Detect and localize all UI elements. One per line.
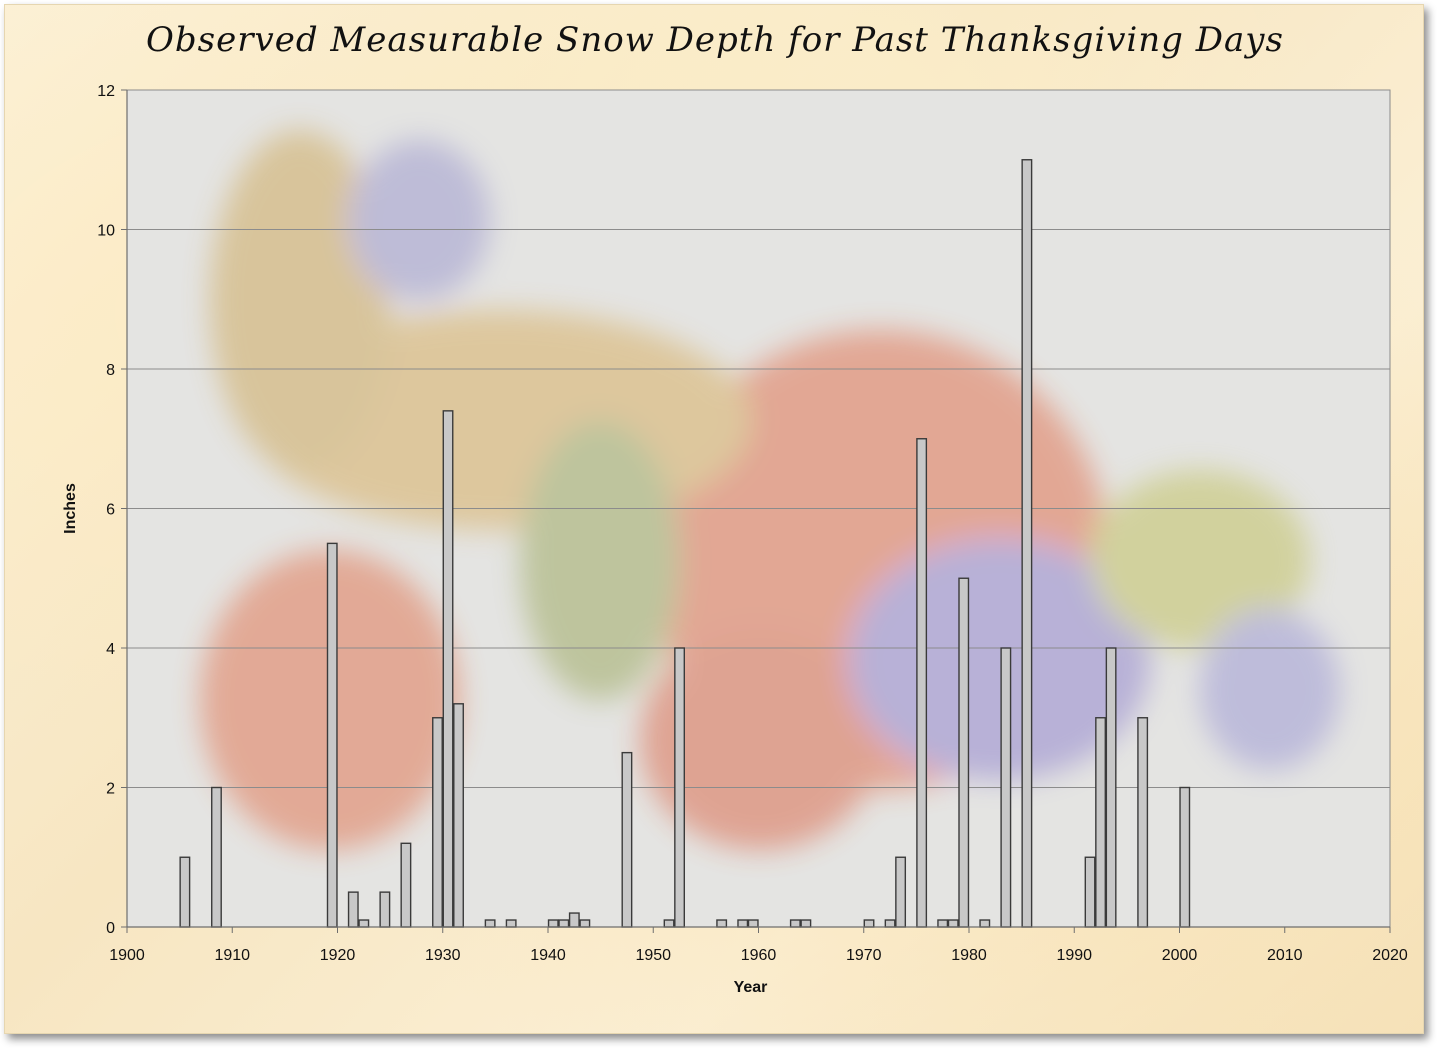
bar-1942 bbox=[568, 912, 580, 928]
bar-1973 bbox=[895, 856, 907, 928]
y-tick-label: 8 bbox=[106, 362, 115, 379]
y-axis-title: Inches bbox=[62, 483, 79, 534]
bar-1934 bbox=[484, 919, 496, 928]
y-tick-label: 0 bbox=[106, 920, 115, 937]
bar-1931 bbox=[453, 703, 464, 928]
bar-1919 bbox=[326, 542, 338, 928]
bar-1977 bbox=[937, 919, 949, 928]
background-blob bbox=[350, 140, 490, 300]
x-axis-ticks: 1900 1910 1920 1930 1940 1950 1960 1970 1980 1990… bbox=[109, 927, 1408, 964]
background-blob bbox=[1200, 610, 1340, 770]
bar-1929 bbox=[432, 717, 443, 928]
bar-1926 bbox=[400, 842, 412, 928]
bar-1992 bbox=[1095, 717, 1106, 928]
bar-1963 bbox=[789, 919, 801, 928]
bar-1964 bbox=[800, 919, 812, 928]
x-tick-label: 1970 bbox=[846, 947, 882, 964]
y-tick-label: 4 bbox=[106, 641, 115, 658]
x-tick-label: 2000 bbox=[1162, 947, 1198, 964]
bar-1983 bbox=[1000, 647, 1012, 928]
bar-1970 bbox=[863, 919, 875, 928]
x-tick-label: 1940 bbox=[530, 947, 566, 964]
y-tick-label: 12 bbox=[97, 83, 115, 100]
bar-1921 bbox=[347, 891, 359, 928]
bar-1993 bbox=[1105, 647, 1117, 928]
x-axis-title: Year bbox=[734, 979, 768, 996]
chart-title: Observed Measurable Snow Depth for Past … bbox=[146, 20, 1284, 60]
bar-1930 bbox=[442, 410, 454, 928]
y-tick-label: 2 bbox=[106, 781, 115, 798]
x-tick-label: 1900 bbox=[109, 947, 145, 964]
background-blob bbox=[520, 420, 680, 700]
bar-1952 bbox=[674, 647, 686, 928]
bar-1956 bbox=[716, 919, 728, 928]
x-tick-label: 1950 bbox=[635, 947, 671, 964]
x-tick-label: 1930 bbox=[425, 947, 461, 964]
bar-1985 bbox=[1021, 159, 1033, 928]
bar-1941 bbox=[558, 919, 570, 928]
bar-1924 bbox=[379, 891, 391, 928]
bar-1979 bbox=[958, 577, 970, 928]
bar-1947 bbox=[621, 751, 633, 928]
bar-1981 bbox=[979, 919, 991, 928]
background-blob bbox=[1090, 470, 1310, 650]
bar-1908 bbox=[211, 786, 222, 928]
bar-1958 bbox=[737, 919, 749, 928]
bar-1943 bbox=[579, 919, 591, 928]
y-tick-label: 6 bbox=[106, 502, 115, 519]
background-blob bbox=[640, 630, 880, 850]
background-blob bbox=[210, 130, 390, 470]
bar-1978 bbox=[947, 919, 959, 928]
bar-2000 bbox=[1179, 786, 1191, 928]
bar-1972 bbox=[884, 919, 896, 928]
bar-1905 bbox=[179, 856, 191, 928]
bar-1996 bbox=[1137, 717, 1149, 928]
x-tick-label: 1960 bbox=[741, 947, 777, 964]
x-tick-label: 1990 bbox=[1056, 947, 1092, 964]
bar-1940 bbox=[547, 919, 559, 928]
x-tick-label: 2010 bbox=[1267, 947, 1303, 964]
bar-1959 bbox=[747, 919, 759, 928]
bar-1975 bbox=[916, 438, 928, 928]
bar-1922 bbox=[358, 919, 370, 928]
bar-1936 bbox=[505, 919, 517, 928]
bar-1951 bbox=[663, 919, 675, 928]
x-tick-label: 1910 bbox=[214, 947, 250, 964]
y-tick-label: 10 bbox=[97, 223, 115, 240]
x-tick-label: 1920 bbox=[320, 947, 356, 964]
bar-series bbox=[179, 159, 1191, 928]
bar-1991 bbox=[1084, 856, 1096, 928]
y-axis-ticks: 0 2 4 6 8 10 12 bbox=[97, 83, 127, 937]
x-tick-label: 1980 bbox=[951, 947, 987, 964]
x-tick-label: 2020 bbox=[1372, 947, 1408, 964]
